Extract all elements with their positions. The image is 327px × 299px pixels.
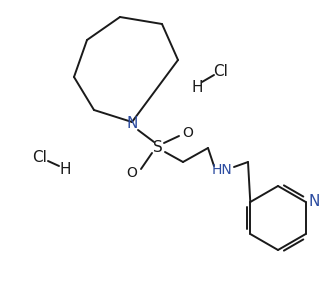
Text: H: H [191, 80, 203, 94]
Text: O: O [182, 126, 194, 140]
Text: H: H [59, 162, 71, 178]
Text: Cl: Cl [214, 65, 229, 80]
Text: Cl: Cl [33, 150, 47, 166]
Text: S: S [153, 141, 163, 155]
Text: N: N [308, 195, 319, 210]
Text: N: N [126, 117, 138, 132]
Text: HN: HN [212, 163, 232, 177]
Text: O: O [127, 166, 137, 180]
